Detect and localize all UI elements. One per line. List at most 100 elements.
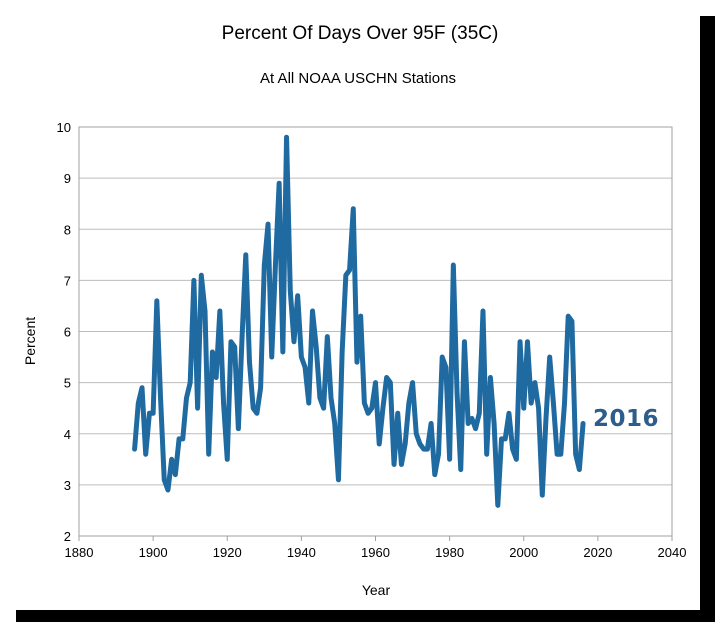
x-axis-ticks: 1880 1900 1920 1940 1960 1980 2000 2020 2040 <box>65 536 686 560</box>
data-point <box>556 453 558 456</box>
data-point <box>378 443 381 445</box>
data-point <box>541 494 544 496</box>
x-tick-label: 1900 <box>139 545 168 560</box>
x-tick-label: 1980 <box>435 545 464 560</box>
data-point <box>482 310 484 312</box>
data-point <box>426 448 429 450</box>
data-point <box>560 453 562 456</box>
data-point <box>215 376 217 379</box>
data-point <box>434 473 436 476</box>
data-point <box>200 274 203 277</box>
data-point <box>504 438 507 440</box>
y-tick-label: 2 <box>64 529 71 544</box>
x-tick-label: 1960 <box>361 545 390 560</box>
data-point <box>174 473 177 476</box>
x-tick-label: 2020 <box>583 545 612 560</box>
data-point <box>456 392 458 394</box>
data-point <box>437 453 440 456</box>
data-series <box>132 134 586 508</box>
data-point <box>359 315 362 317</box>
data-point <box>515 458 518 461</box>
data-point <box>322 407 325 409</box>
data-point <box>296 294 299 297</box>
year-annotation: 2016 <box>593 406 659 432</box>
data-point <box>233 346 236 348</box>
y-tick-label: 8 <box>64 222 71 237</box>
x-axis-label: Year <box>362 582 391 598</box>
data-point <box>519 340 521 343</box>
data-point <box>385 376 388 379</box>
data-point <box>552 402 555 404</box>
data-point <box>526 340 529 343</box>
data-point <box>222 402 225 404</box>
data-point <box>567 315 570 317</box>
data-point <box>548 356 551 358</box>
data-point <box>485 453 488 456</box>
data-point <box>137 402 140 404</box>
data-point <box>289 289 292 292</box>
data-point <box>489 376 492 379</box>
y-tick-label: 7 <box>64 273 71 288</box>
data-point <box>367 412 369 415</box>
data-point <box>500 438 503 440</box>
data-point <box>181 438 184 440</box>
data-point <box>537 407 540 409</box>
data-point <box>459 468 462 471</box>
data-point <box>270 356 273 358</box>
data-point <box>152 412 154 415</box>
x-tick-label: 1920 <box>213 545 242 560</box>
data-point <box>133 448 136 450</box>
data-point <box>326 335 329 338</box>
data-point <box>193 279 195 282</box>
data-point <box>252 407 254 409</box>
data-point <box>337 478 340 481</box>
data-point <box>341 351 343 353</box>
data-point <box>348 269 351 271</box>
data-point <box>278 182 280 185</box>
data-point <box>356 361 358 363</box>
y-tick-label: 9 <box>64 171 71 186</box>
data-point <box>467 422 469 425</box>
data-point <box>522 407 525 409</box>
data-point <box>315 346 318 348</box>
data-point <box>408 402 410 404</box>
data-point <box>307 402 310 404</box>
data-point <box>304 366 306 369</box>
data-point <box>508 412 510 415</box>
data-point <box>244 254 247 256</box>
data-point <box>170 458 173 461</box>
data-point <box>422 448 425 450</box>
y-tick-label: 3 <box>64 478 71 493</box>
data-point <box>141 386 143 389</box>
y-tick-label: 4 <box>64 427 71 442</box>
data-point <box>333 422 336 425</box>
data-point <box>259 386 262 389</box>
data-point <box>511 448 514 450</box>
y-axis-ticks: 2 3 4 5 6 7 8 9 10 <box>57 120 71 544</box>
data-point <box>196 407 199 409</box>
data-point <box>463 340 466 343</box>
data-point <box>241 335 243 338</box>
data-point <box>226 458 229 461</box>
data-point <box>393 463 395 466</box>
data-point <box>563 402 566 404</box>
data-point <box>274 264 277 266</box>
data-point <box>311 310 314 312</box>
data-point <box>330 397 332 399</box>
data-point <box>189 381 191 384</box>
data-point <box>400 463 403 466</box>
data-point <box>267 223 269 225</box>
data-point <box>582 422 584 425</box>
data-point <box>534 381 536 384</box>
data-point <box>415 432 418 435</box>
data-point <box>445 366 447 369</box>
data-point <box>441 356 444 358</box>
chart-subtitle: At All NOAA USCHN Stations <box>260 70 456 87</box>
data-point <box>530 402 532 404</box>
x-tick-label: 1940 <box>287 545 316 560</box>
data-point <box>370 407 373 409</box>
data-point <box>474 427 477 430</box>
data-point <box>363 402 366 404</box>
data-point <box>374 381 377 384</box>
